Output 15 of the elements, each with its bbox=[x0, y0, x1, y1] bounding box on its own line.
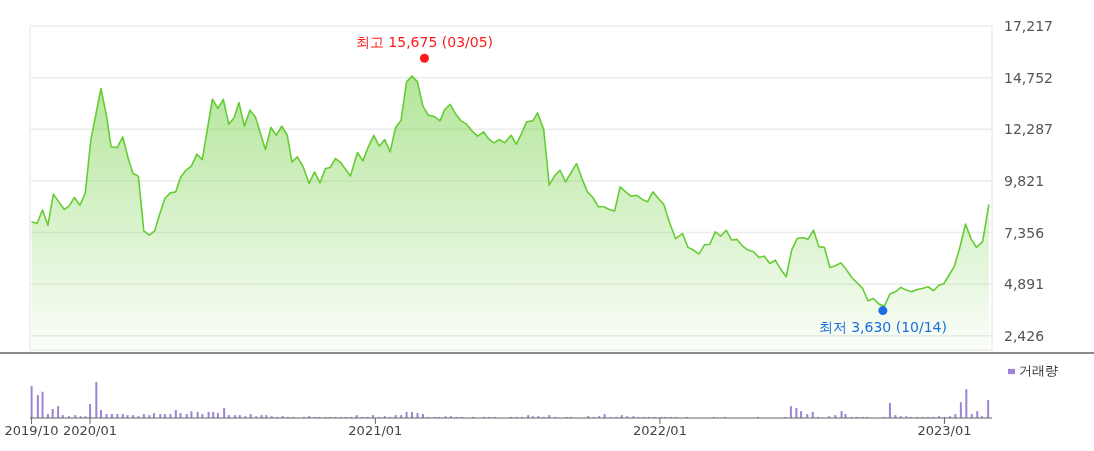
legend-label: 거래량 bbox=[1019, 363, 1058, 378]
x-tick-label: 2019/10 bbox=[4, 423, 59, 439]
x-tick-label: 2021/01 bbox=[348, 423, 403, 439]
annotation: 최저 3,630 (10/14) bbox=[818, 318, 947, 335]
y-tick-label: 12,287 bbox=[1004, 121, 1053, 138]
x-tick-label: 2020/01 bbox=[63, 423, 118, 439]
y-tick-label: 9,821 bbox=[1004, 172, 1045, 189]
y-tick-label: 7,356 bbox=[1004, 224, 1045, 241]
y-tick-label: 4,891 bbox=[1004, 276, 1045, 293]
y-tick-label: 14,752 bbox=[1004, 69, 1053, 86]
x-tick-label: 2023/01 bbox=[917, 423, 972, 439]
y-tick-label: 2,426 bbox=[1004, 327, 1045, 344]
x-tick-label: 2022/01 bbox=[632, 423, 687, 439]
y-tick-label: 17,217 bbox=[1004, 17, 1053, 34]
annotation: 최고 15,675 (03/05) bbox=[355, 34, 494, 51]
